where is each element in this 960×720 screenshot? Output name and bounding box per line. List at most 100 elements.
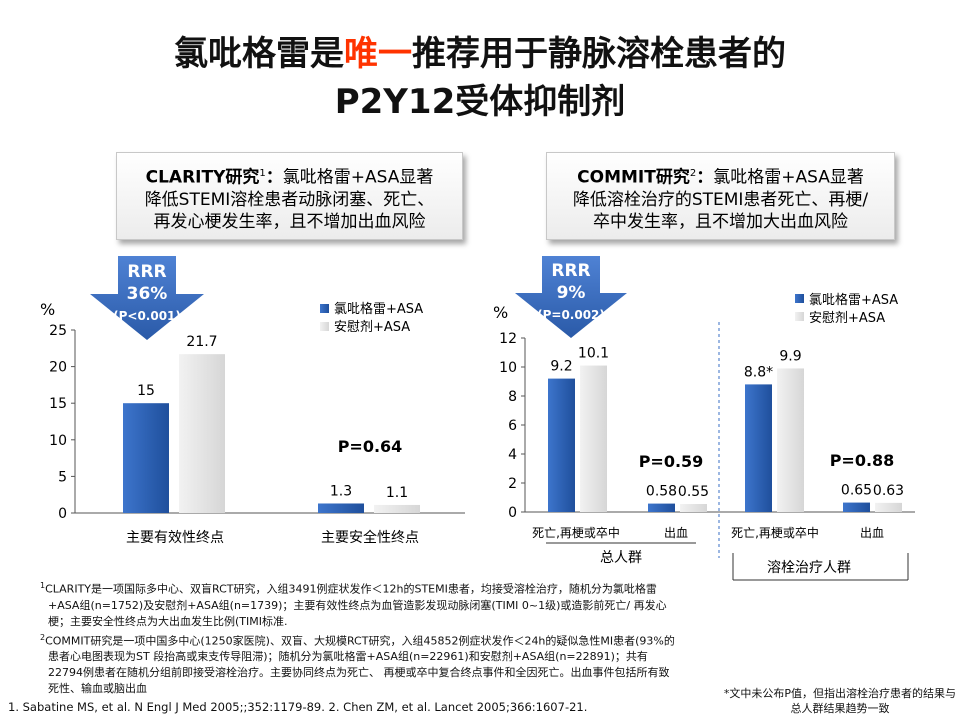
clarity-category-efficacy: 主要有效性终点 (126, 530, 224, 546)
clarity-value-label: 1.3 (330, 483, 352, 499)
clarity-lead-suffix: ： (265, 167, 283, 188)
commit-y-tick-label: 10 (499, 360, 517, 376)
commit-category-2: 出血 (664, 526, 688, 540)
clarity-lead: CLARITY研究 (145, 167, 260, 188)
commit-rrr-arrow: RRR 9% (P=0.002) (515, 256, 627, 338)
commit-unit-label: % (493, 303, 508, 322)
commit-line-2: 降低溶栓治疗的STEMI患者死亡、再梗/ (572, 189, 869, 210)
commit-y-tick-label: 0 (508, 505, 517, 521)
commit-bar-placebo (777, 368, 804, 512)
commit-category-4: 出血 (860, 526, 884, 540)
commit-sup: 2 (689, 168, 697, 179)
title-part-1: 氯吡格雷是 (174, 34, 344, 74)
clarity-line-2: 降低STEMI溶栓患者动脉闭塞、死亡、 (144, 189, 435, 210)
clarity-line-3: 再发心梗发生率，且不增加出血风险 (153, 211, 426, 232)
clarity-y-tick-label: 20 (49, 360, 67, 376)
commit-bar-clopidogrel (745, 384, 772, 512)
commit-value-label: 9.9 (779, 348, 801, 364)
asterisk-note: *文中未公布P值，但指出溶栓治疗患者的结果与总人群结果趋势一致 (723, 687, 957, 715)
commit-group-1: 总人群 (600, 550, 642, 566)
commit-lead-suffix: ： (696, 167, 714, 188)
commit-y-tick-label: 6 (508, 418, 517, 434)
clarity-legend-swatch-clopidogrel (320, 304, 329, 313)
clarity-category-safety: 主要安全性终点 (321, 529, 419, 546)
commit-p-value-1: P=0.59 (639, 452, 704, 471)
clarity-arrow-shape (90, 256, 204, 340)
clarity-legend-placebo: 安慰剂+ASA (334, 320, 410, 335)
clarity-value-label: 21.7 (186, 334, 217, 350)
commit-bar-clopidogrel (548, 378, 575, 512)
clarity-legend-swatch-placebo (320, 322, 329, 331)
commit-rrr-p: (P=0.002) (537, 308, 605, 322)
commit-lead: COMMIT研究 (577, 167, 690, 188)
clarity-y-tick-label: 0 (58, 506, 67, 522)
clarity-y-tick-label: 10 (49, 433, 67, 449)
clarity-rrr-arrow: RRR 36% (P<0.001) (90, 256, 204, 340)
commit-category-3: 死亡,再梗或卒中 (731, 525, 819, 540)
commit-rrr-label: RRR (551, 261, 590, 281)
commit-category-1: 死亡,再梗或卒中 (532, 525, 620, 540)
clarity-bar-placebo (179, 354, 225, 513)
clarity-unit-label: % (40, 300, 55, 319)
commit-line-1: 氯吡格雷+ASA显著 (713, 167, 864, 188)
clarity-y-tick-label: 5 (58, 469, 67, 485)
clarity-y-tick-label: 15 (49, 396, 67, 412)
commit-callout: COMMIT研究2：氯吡格雷+ASA显著 降低溶栓治疗的STEMI患者死亡、再梗… (546, 152, 895, 240)
commit-y-tick-label: 12 (499, 331, 517, 347)
clarity-legend: 氯吡格雷+ASA 安慰剂+ASA (320, 301, 423, 335)
commit-y-tick-label: 4 (508, 447, 517, 463)
commit-legend-swatch-clopidogrel (795, 294, 804, 303)
clarity-rrr-value: 36% (127, 284, 168, 304)
clarity-sup: 1 (259, 168, 266, 179)
title-line-2: P2Y12受体抑制剂 (334, 82, 626, 122)
commit-legend-placebo: 安慰剂+ASA (809, 311, 885, 326)
commit-group-2: 溶栓治疗人群 (767, 560, 851, 576)
commit-legend-clopidogrel: 氯吡格雷+ASA (809, 292, 898, 308)
commit-p-value-2: P=0.88 (830, 451, 895, 470)
commit-value-label: 10.1 (578, 346, 609, 362)
commit-arrow-shape (515, 256, 627, 338)
commit-value-label: 0.55 (678, 484, 709, 500)
commit-legend: 氯吡格雷+ASA 安慰剂+ASA (795, 292, 898, 326)
slide-title: 氯吡格雷是唯一推荐用于静脉溶栓患者的 P2Y12受体抑制剂 (0, 30, 960, 126)
clarity-legend-clopidogrel: 氯吡格雷+ASA (334, 301, 423, 317)
title-highlight: 唯一 (344, 34, 412, 74)
clarity-bar-clopidogrel (123, 403, 169, 513)
commit-bar-placebo (580, 365, 607, 512)
commit-rrr-value: 9% (557, 283, 586, 303)
commit-bar-placebo (680, 504, 707, 512)
clarity-chart: % 0 5 10 15 20 25 15 1.3 21.7 1.1 主要有效性终点 主要安全性终… (40, 256, 465, 546)
clarity-bar-placebo (374, 504, 420, 513)
footnote-1-marker: 1 (40, 581, 46, 590)
commit-chart: % 0 2 4 6 8 10 12 9.2 0.58 8.8* 0.65 10.1 0.55 9.9 0.… (493, 256, 915, 581)
clarity-bar-clopidogrel (318, 503, 364, 513)
commit-y-ticks: 0 2 4 6 8 10 12 (499, 331, 525, 521)
clarity-y-ticks: 0 5 10 15 20 25 (49, 323, 75, 522)
commit-legend-swatch-placebo (795, 312, 804, 321)
title-line-1: 氯吡格雷是唯一推荐用于静脉溶栓患者的 (0, 30, 960, 78)
commit-y-tick-label: 8 (508, 389, 517, 405)
clarity-y-tick-label: 25 (49, 323, 67, 339)
commit-bars: 9.2 0.58 8.8* 0.65 10.1 0.55 9.9 0.63 (548, 346, 904, 512)
footnote-1-text: CLARITY是一项国际多中心、双盲RCT研究，入组3491例症状发作＜12h的… (45, 582, 667, 628)
commit-value-label: 0.63 (873, 483, 904, 499)
footnotes: 1CLARITY是一项国际多中心、双盲RCT研究，入组3491例症状发作＜12h… (40, 578, 680, 697)
clarity-value-label: 15 (137, 383, 155, 399)
commit-value-label: 8.8* (744, 364, 773, 380)
commit-line-3: 卒中发生率，且不增加大出血风险 (593, 211, 848, 232)
commit-value-label: 9.2 (550, 359, 572, 375)
commit-bar-placebo (875, 502, 902, 512)
footnote-2-text: COMMIT研究是一项中国多中心(1250家医院)、双盲、大规模RCT研究，入组… (45, 634, 675, 696)
commit-bar-clopidogrel (843, 502, 870, 512)
clarity-bars: 15 1.3 21.7 1.1 (123, 334, 420, 513)
clarity-line-1: 氯吡格雷+ASA显著 (282, 167, 434, 188)
commit-y-tick-label: 2 (508, 476, 517, 492)
title-part-2: 推荐用于静脉溶栓患者的 (412, 34, 786, 74)
clarity-rrr-label: RRR (127, 262, 166, 282)
commit-bar-clopidogrel (648, 503, 675, 512)
commit-value-label: 0.58 (646, 484, 677, 500)
footnote-2-marker: 2 (40, 632, 46, 642)
footnote-2: 2COMMIT研究是一项中国多中心(1250家医院)、双盲、大规模RCT研究，入… (40, 630, 680, 698)
footnote-1: 1CLARITY是一项国际多中心、双盲RCT研究，入组3491例症状发作＜12h… (40, 578, 680, 630)
